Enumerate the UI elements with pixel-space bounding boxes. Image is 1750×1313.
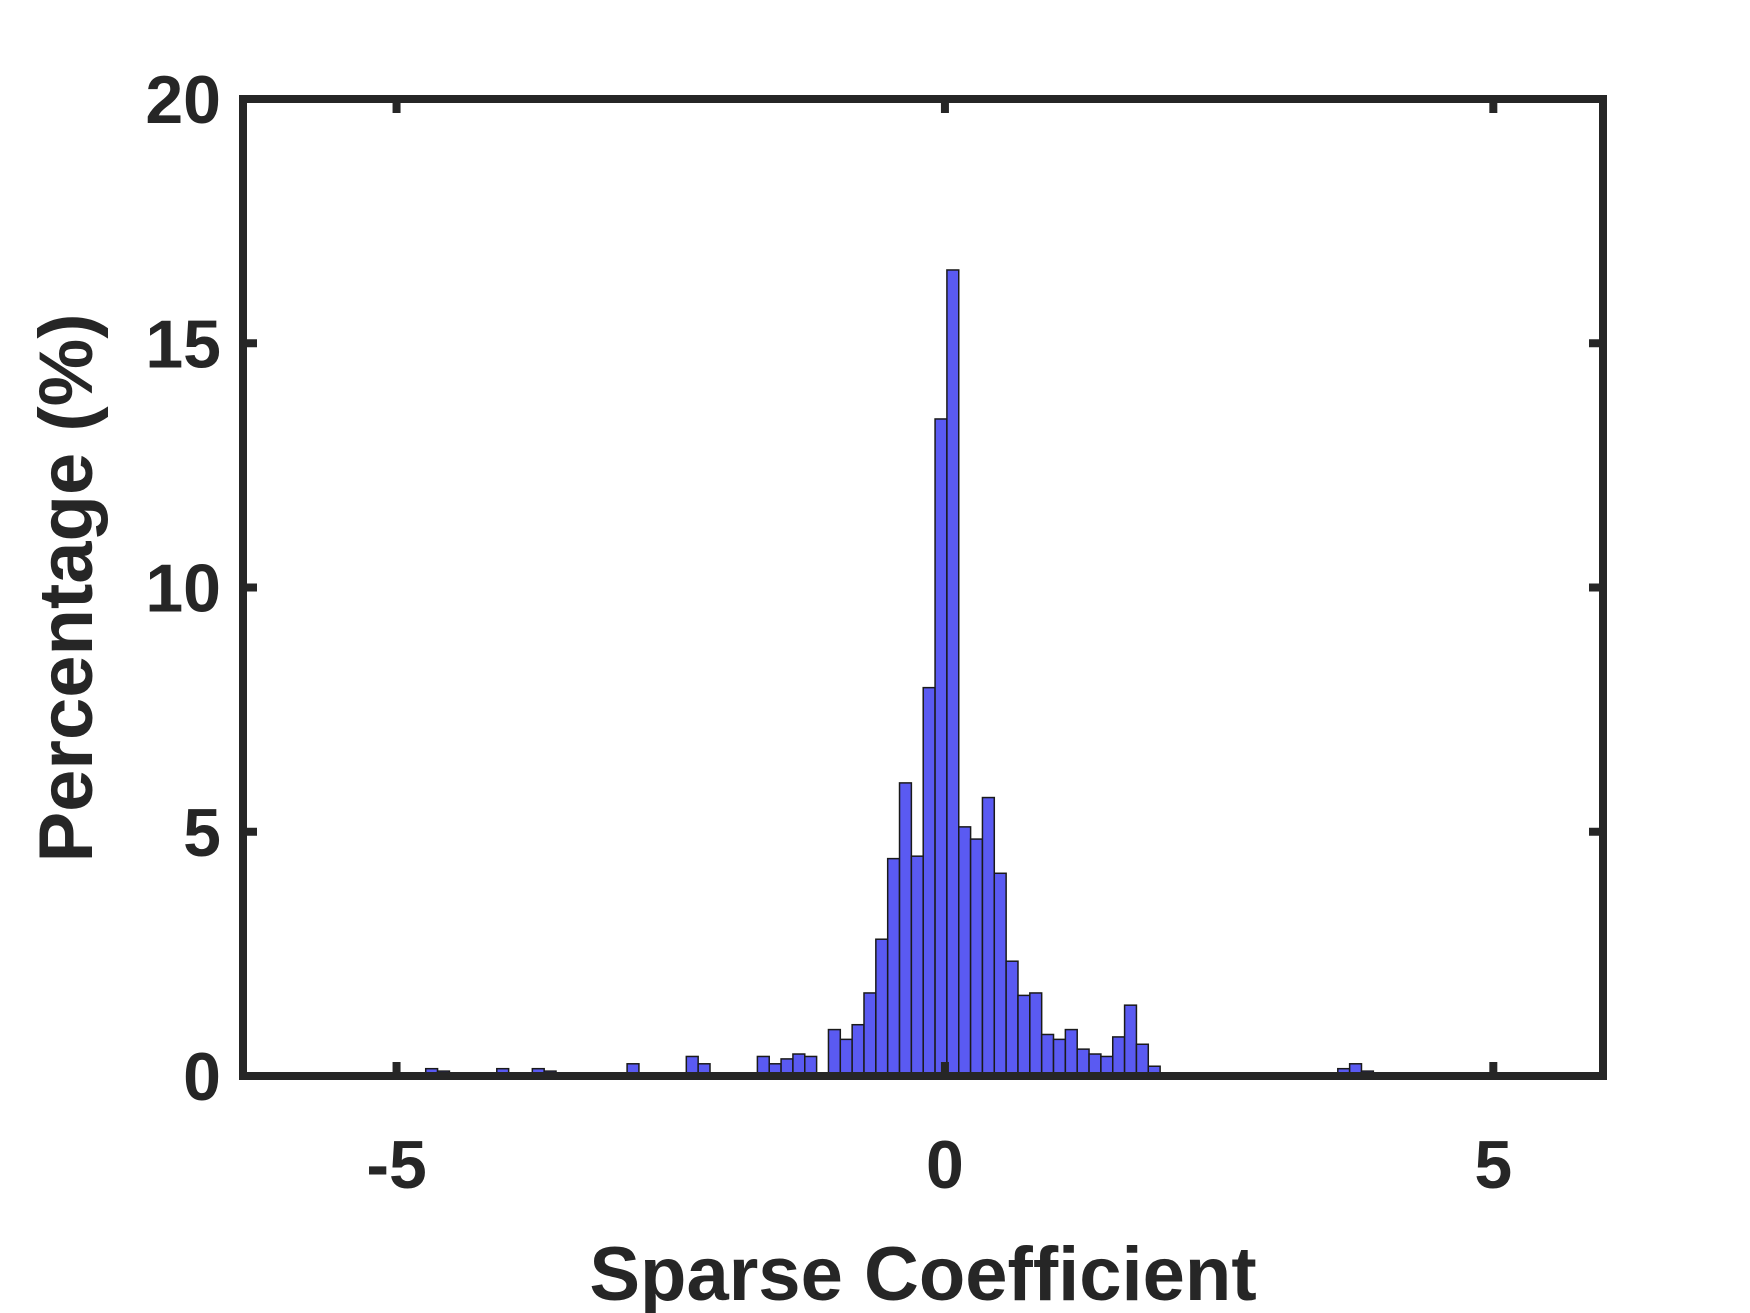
bar <box>898 782 913 1077</box>
bar <box>1123 1004 1138 1077</box>
bar <box>1040 1033 1055 1077</box>
y-tick-label: 20 <box>145 62 221 138</box>
bar <box>946 269 960 1077</box>
bar <box>886 857 901 1077</box>
y-tick-label: 5 <box>183 795 221 871</box>
bar <box>827 1028 842 1077</box>
bar <box>1017 994 1031 1077</box>
x-tick-label: -5 <box>366 1127 426 1203</box>
bar <box>1052 1038 1067 1077</box>
bar <box>922 686 936 1077</box>
bar <box>993 872 1007 1077</box>
y-tick-label: 15 <box>145 306 221 382</box>
bar <box>839 1038 853 1077</box>
bar <box>1135 1043 1150 1077</box>
y-tick-label: 10 <box>145 551 221 627</box>
bar <box>863 992 877 1077</box>
x-axis-label: Sparse Coefficient <box>589 1232 1256 1313</box>
bar <box>851 1023 865 1077</box>
bar <box>1111 1036 1126 1077</box>
x-tick-label: 0 <box>926 1127 964 1203</box>
x-tick-label: 5 <box>1474 1127 1512 1203</box>
bar <box>1064 1028 1078 1077</box>
bar <box>1005 960 1019 1077</box>
bar <box>934 418 948 1077</box>
bar <box>958 826 972 1077</box>
bar <box>1029 992 1043 1077</box>
bar <box>1076 1048 1090 1077</box>
y-tick-label: 0 <box>183 1039 221 1115</box>
bar <box>969 838 984 1077</box>
bar <box>910 855 924 1077</box>
bar <box>875 938 889 1077</box>
bar <box>981 796 996 1077</box>
y-axis-label: Percentage (%) <box>24 313 109 862</box>
